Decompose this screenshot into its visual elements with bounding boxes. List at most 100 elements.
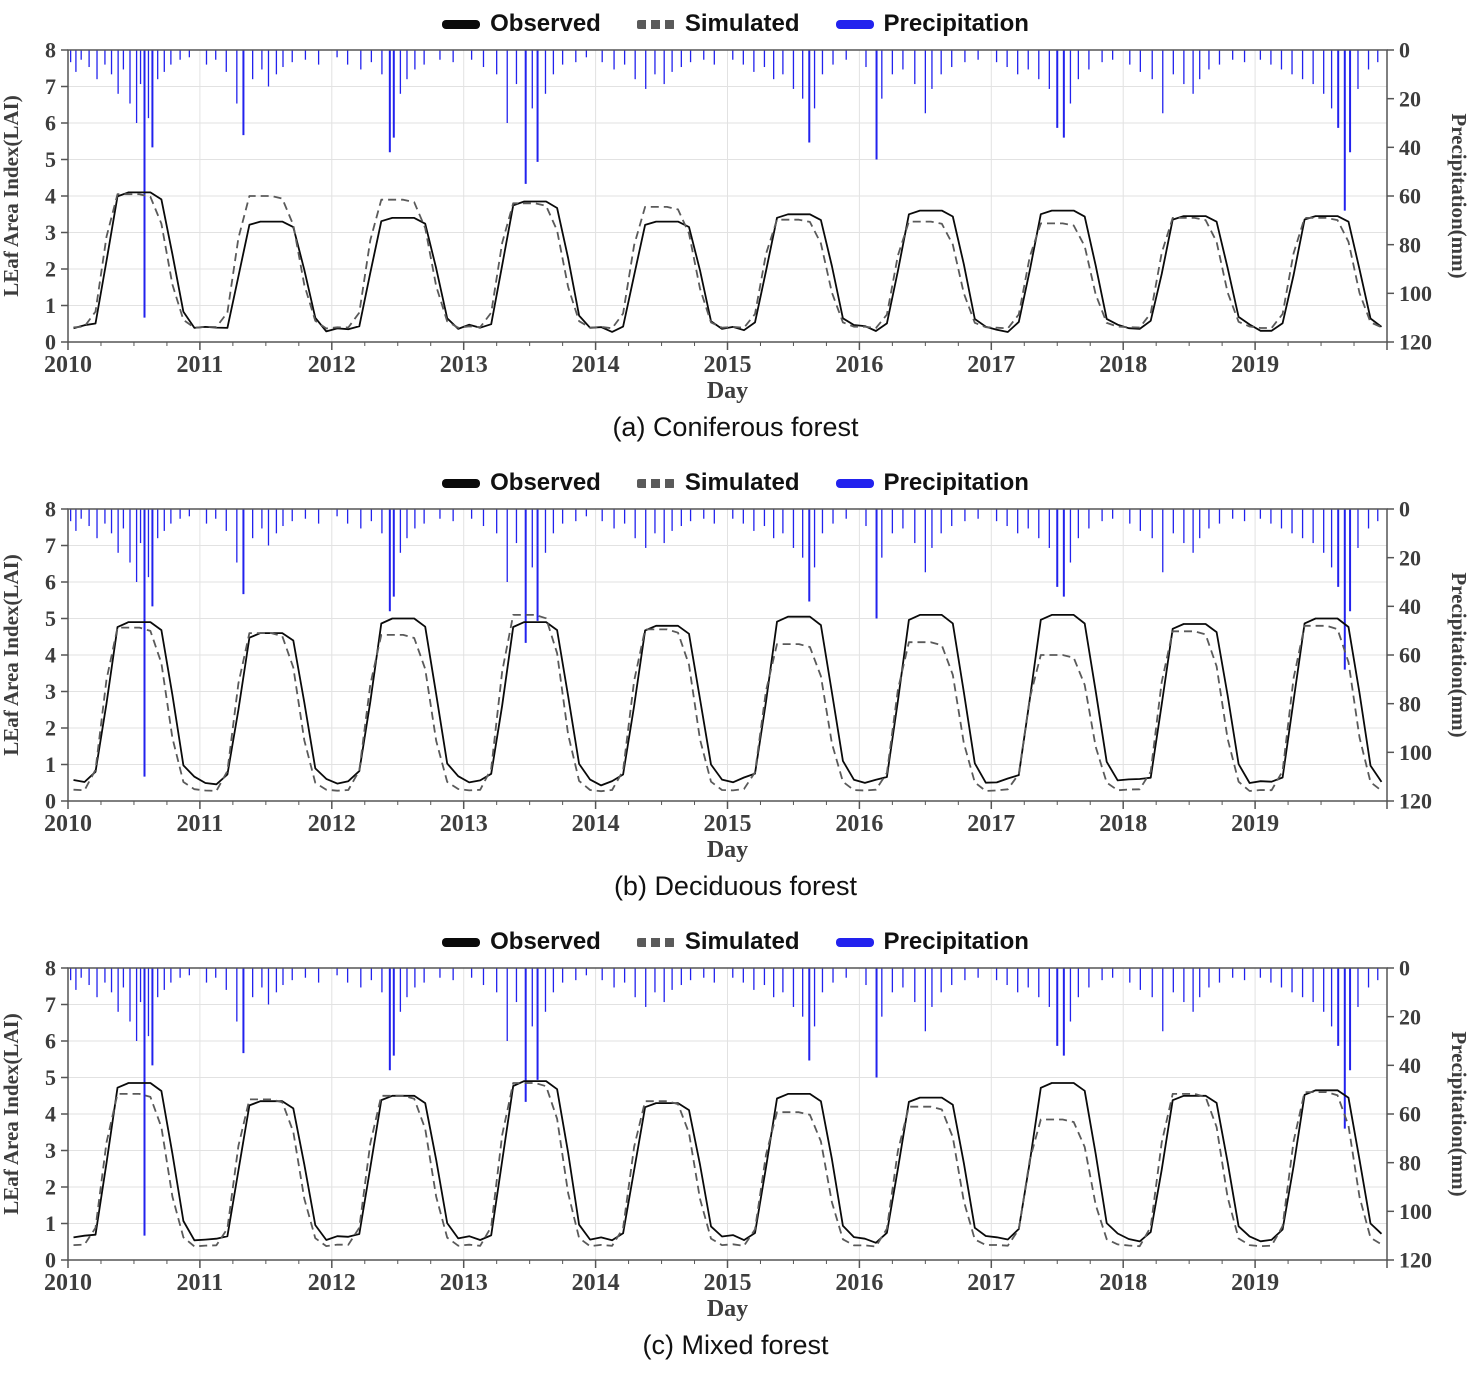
svg-text:2014: 2014 — [572, 352, 620, 378]
svg-text:2017: 2017 — [967, 1270, 1015, 1296]
svg-text:2013: 2013 — [440, 1270, 488, 1296]
svg-text:0: 0 — [45, 789, 56, 814]
svg-text:1: 1 — [45, 293, 56, 318]
svg-text:Day: Day — [707, 1296, 748, 1322]
svg-text:1: 1 — [45, 752, 56, 777]
panel-coniferous: Observed Simulated Precipitation 2010 201… — [0, 0, 1471, 443]
svg-text:2019: 2019 — [1231, 1270, 1279, 1296]
svg-text:1: 1 — [45, 1211, 56, 1236]
legend-item-observed: Observed — [442, 469, 601, 497]
svg-text:20: 20 — [1399, 86, 1421, 111]
svg-text:0: 0 — [1399, 960, 1410, 981]
svg-text:80: 80 — [1399, 1150, 1421, 1175]
svg-text:4: 4 — [45, 643, 56, 668]
svg-text:2016: 2016 — [835, 811, 883, 837]
svg-text:Day: Day — [707, 378, 748, 404]
svg-text:100: 100 — [1399, 1199, 1432, 1224]
svg-text:7: 7 — [45, 992, 56, 1017]
svg-text:2010: 2010 — [44, 352, 92, 378]
svg-text:2017: 2017 — [967, 811, 1015, 837]
svg-text:Precipitation(mm): Precipitation(mm) — [1447, 113, 1471, 278]
chart-deciduous: 2010 2011 2012 2013 2014 2015 2016 2017 2018 2019… — [0, 501, 1471, 863]
chart-mixed: 2010 2011 2012 2013 2014 2015 2016 2017 2018 2019… — [0, 960, 1471, 1322]
svg-text:4: 4 — [45, 1102, 56, 1127]
svg-text:2012: 2012 — [308, 1270, 356, 1296]
svg-text:2019: 2019 — [1231, 811, 1279, 837]
legend-label-observed: Observed — [490, 10, 601, 37]
svg-text:120: 120 — [1399, 330, 1432, 355]
svg-text:0: 0 — [45, 330, 56, 355]
svg-text:7: 7 — [45, 533, 56, 558]
legend-b: Observed Simulated Precipitation — [0, 465, 1471, 501]
legend-item-simulated: Simulated — [636, 10, 800, 38]
svg-text:2011: 2011 — [177, 352, 224, 378]
svg-text:2010: 2010 — [44, 1270, 92, 1296]
legend-item-simulated: Simulated — [636, 469, 800, 497]
legend-label-observed: Observed — [490, 928, 601, 955]
legend-label-precipitation: Precipitation — [883, 928, 1029, 955]
svg-text:2013: 2013 — [440, 352, 488, 378]
svg-text:2018: 2018 — [1099, 1270, 1147, 1296]
svg-text:2019: 2019 — [1231, 352, 1279, 378]
caption-deciduous: (b) Deciduous forest — [613, 871, 858, 901]
legend-label-precipitation: Precipitation — [883, 469, 1029, 496]
svg-text:6: 6 — [45, 1029, 56, 1054]
svg-text:8: 8 — [45, 960, 56, 981]
observed-line-swatch-icon — [442, 19, 481, 29]
legend-label-precipitation: Precipitation — [883, 10, 1029, 37]
svg-text:120: 120 — [1399, 789, 1432, 814]
svg-text:80: 80 — [1399, 691, 1421, 716]
precipitation-bar-swatch-icon — [835, 478, 874, 488]
svg-text:2012: 2012 — [308, 811, 356, 837]
svg-text:2017: 2017 — [967, 352, 1015, 378]
svg-text:2014: 2014 — [572, 811, 620, 837]
legend-label-observed: Observed — [490, 469, 601, 496]
svg-text:Precipitation(mm): Precipitation(mm) — [1447, 572, 1471, 737]
legend-label-simulated: Simulated — [684, 10, 800, 37]
svg-text:2: 2 — [45, 257, 56, 282]
caption-coniferous: (a) Coniferous forest — [612, 412, 859, 442]
legend-a: Observed Simulated Precipitation — [0, 6, 1471, 42]
svg-text:6: 6 — [45, 111, 56, 136]
svg-text:2010: 2010 — [44, 811, 92, 837]
svg-text:2016: 2016 — [835, 352, 883, 378]
svg-text:20: 20 — [1399, 1004, 1421, 1029]
svg-text:LEaf Area Index(LAI): LEaf Area Index(LAI) — [0, 95, 23, 296]
svg-text:LEaf Area Index(LAI): LEaf Area Index(LAI) — [0, 1013, 23, 1214]
observed-line-swatch-icon — [442, 937, 481, 947]
svg-text:0: 0 — [45, 1248, 56, 1273]
svg-text:LEaf Area Index(LAI): LEaf Area Index(LAI) — [0, 554, 23, 755]
svg-text:6: 6 — [45, 570, 56, 595]
svg-text:60: 60 — [1399, 184, 1421, 209]
observed-line-swatch-icon — [442, 478, 481, 488]
svg-text:100: 100 — [1399, 740, 1432, 765]
svg-text:2018: 2018 — [1099, 352, 1147, 378]
svg-text:3: 3 — [45, 220, 56, 245]
svg-text:2018: 2018 — [1099, 811, 1147, 837]
legend-item-simulated: Simulated — [636, 928, 800, 956]
svg-text:5: 5 — [45, 147, 56, 172]
svg-text:5: 5 — [45, 1065, 56, 1090]
legend-label-simulated: Simulated — [684, 928, 800, 955]
svg-text:80: 80 — [1399, 232, 1421, 257]
caption-mixed: (c) Mixed forest — [642, 1330, 829, 1360]
svg-text:2016: 2016 — [835, 1270, 883, 1296]
panel-mixed: Observed Simulated Precipitation 2010 201… — [0, 918, 1471, 1361]
legend-item-observed: Observed — [442, 10, 601, 38]
svg-text:40: 40 — [1399, 135, 1421, 160]
legend-item-precipitation: Precipitation — [835, 10, 1029, 38]
svg-text:60: 60 — [1399, 1102, 1421, 1127]
panel-deciduous: Observed Simulated Precipitation 2010 201… — [0, 459, 1471, 902]
svg-text:4: 4 — [45, 184, 56, 209]
legend-c: Observed Simulated Precipitation — [0, 924, 1471, 960]
svg-text:120: 120 — [1399, 1248, 1432, 1273]
legend-item-precipitation: Precipitation — [835, 928, 1029, 956]
svg-text:5: 5 — [45, 606, 56, 631]
svg-text:2011: 2011 — [177, 811, 224, 837]
svg-text:2013: 2013 — [440, 811, 488, 837]
simulated-line-swatch-icon — [636, 19, 675, 29]
precipitation-bar-swatch-icon — [835, 937, 874, 947]
svg-text:2011: 2011 — [177, 1270, 224, 1296]
legend-label-simulated: Simulated — [684, 469, 800, 496]
svg-text:3: 3 — [45, 1138, 56, 1163]
